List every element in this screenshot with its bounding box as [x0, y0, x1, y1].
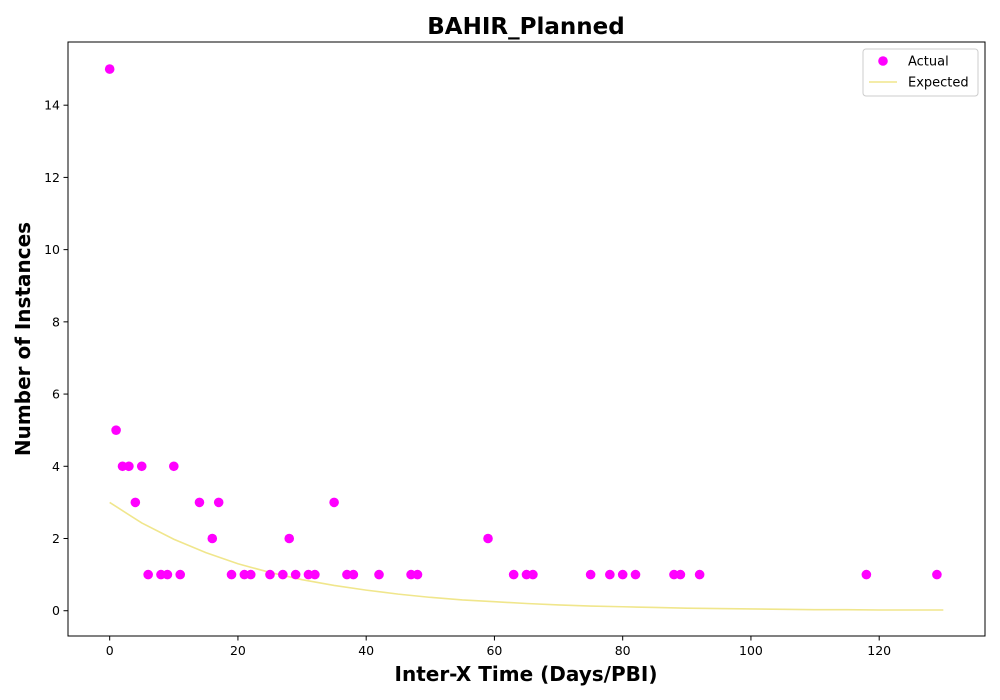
actual-point [585, 569, 596, 580]
y-tick-label: 14 [44, 98, 60, 113]
expected-line [109, 501, 944, 611]
x-tick-label: 20 [230, 643, 246, 658]
legend-label: Actual [908, 55, 949, 70]
y-tick-label: 8 [52, 314, 60, 329]
chart-title: BAHIR_Planned [427, 14, 624, 40]
actual-point [284, 533, 295, 544]
y-tick-label: 12 [44, 170, 60, 185]
x-tick-label: 100 [739, 643, 763, 658]
y-axis-title: Number of Instances [11, 222, 35, 456]
actual-point [483, 533, 493, 544]
actual-point [348, 569, 359, 580]
y-tick-label: 6 [52, 387, 60, 402]
y-tick-label: 2 [52, 531, 60, 546]
x-axis-title: Inter-X Time (Days/PBI) [395, 662, 658, 686]
actual-point [290, 569, 301, 580]
actual-point [213, 497, 224, 508]
legend-box [862, 48, 979, 97]
actual-point [162, 569, 173, 580]
actual-point [194, 497, 205, 508]
y-tick-label: 10 [44, 242, 60, 257]
actual-point [124, 461, 134, 472]
actual-point [245, 569, 256, 580]
actual-point [528, 569, 538, 580]
y-tick-label: 0 [52, 603, 60, 618]
legend: Actual Expected [862, 48, 979, 97]
actual-point [508, 569, 519, 580]
actual-point [932, 569, 942, 580]
actual-point [310, 569, 320, 580]
actual-point [175, 569, 186, 580]
actual-point [207, 533, 218, 544]
actual-point [136, 461, 147, 472]
actual-point [630, 569, 641, 580]
actual-point [374, 569, 384, 580]
actual-point [694, 569, 705, 580]
y-tick-label: 4 [52, 459, 60, 474]
actual-point [861, 569, 872, 580]
x-tick-label: 0 [106, 643, 114, 658]
actual-point [265, 569, 275, 580]
actual-point [104, 64, 115, 74]
actual-point [675, 569, 686, 580]
actual-point [412, 569, 423, 580]
actual-point [169, 461, 179, 472]
x-tick-label: 60 [486, 643, 502, 658]
actual-point [278, 569, 288, 580]
x-tick-label: 80 [615, 643, 631, 658]
actual-point [130, 497, 141, 508]
actual-point [111, 425, 121, 435]
actual-point [617, 569, 628, 580]
plot-frame [67, 41, 986, 637]
plot-area: 0 20 40 60 80 100 120 0 2 4 6 8 10 12 14 [44, 41, 986, 658]
legend-actual-marker [878, 56, 888, 66]
x-tick-label: 40 [358, 643, 374, 658]
actual-point [143, 569, 153, 580]
legend-label: Expected [908, 76, 969, 91]
x-tick-label: 120 [867, 643, 891, 658]
actual-point [605, 569, 615, 580]
actual-point [226, 569, 237, 580]
actual-point [329, 497, 339, 508]
